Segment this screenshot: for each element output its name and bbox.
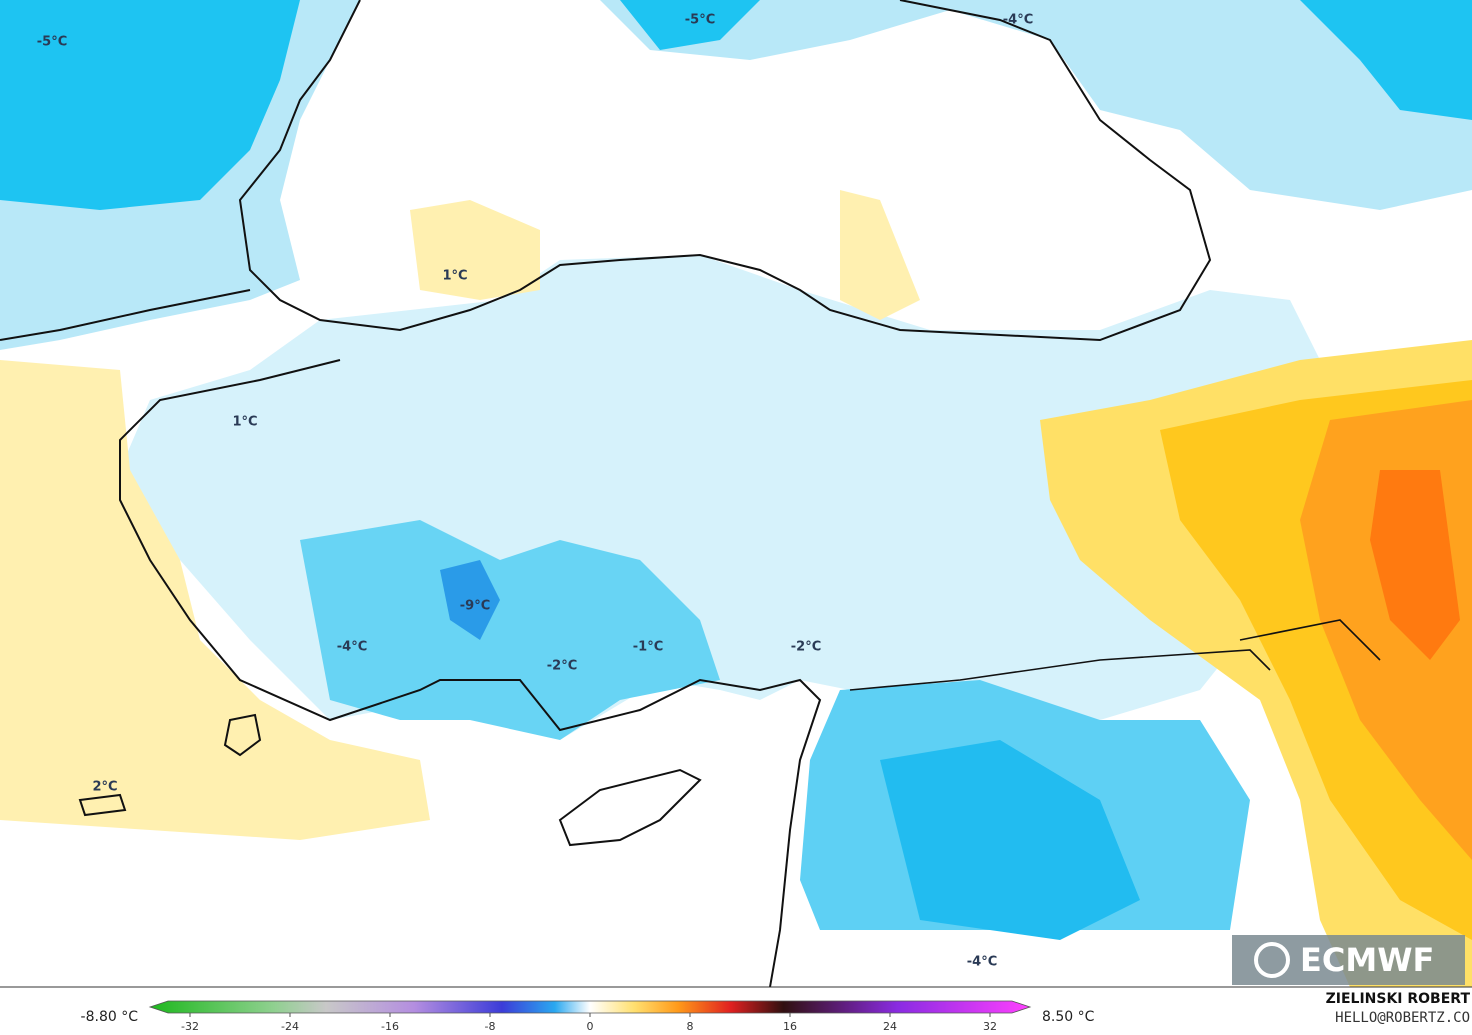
tick-label: 0 [587,1020,594,1033]
logo-icon [1254,942,1290,978]
map-labels: -5°C -5°C -4°C 1°C 1°C -9°C -4°C -1°C -2… [37,13,1033,970]
cold-area [300,520,720,740]
tick-label: 16 [783,1020,797,1033]
tick-label: -16 [381,1020,399,1033]
tick-label: -32 [181,1020,199,1033]
tick-label: -24 [281,1020,299,1033]
temp-label: -4°C [967,955,997,970]
temp-label: -5°C [685,13,715,28]
border [849,619,1381,691]
temp-label: -4°C [337,640,367,655]
contact: HELLO@ROBERTZ.CO [1335,1010,1470,1026]
temp-label: 2°C [92,780,117,795]
coastline [558,768,702,847]
cold-area [440,560,500,640]
coastline [0,289,822,988]
temp-label: -2°C [547,659,577,674]
colorbar-ticks: -32 -24 -16 -8 0 8 16 24 32 [181,1013,997,1033]
temp-label: -2°C [791,640,821,655]
min-label: -8.80 °C [81,1009,139,1025]
temp-label: -1°C [633,640,663,655]
temp-label: -5°C [37,35,67,50]
temp-label: 1°C [442,269,467,284]
cold-area [0,0,300,210]
warm-area [410,190,920,320]
coastlines [0,0,1381,988]
logo: ECMWF [1232,935,1465,985]
logo-text: ECMWF [1300,941,1434,979]
tick-label: 32 [983,1020,997,1033]
coastline [238,0,1212,342]
tick-label: 24 [883,1020,897,1033]
cold-area [880,740,1140,940]
warm-area [0,360,430,840]
temp-label: -9°C [460,599,490,614]
max-label: 8.50 °C [1042,1009,1095,1025]
cold-area [600,0,1472,210]
coastline [78,713,262,817]
colorbar [148,1000,1032,1014]
map-fields [0,0,1472,987]
tick-label: -8 [485,1020,496,1033]
temp-label: 1°C [232,415,257,430]
tick-label: 8 [687,1020,694,1033]
warm-area [1370,470,1460,660]
author: ZIELINSKI ROBERT [1326,991,1471,1007]
temp-label: -4°C [1003,13,1033,28]
cold-area [620,0,1472,120]
